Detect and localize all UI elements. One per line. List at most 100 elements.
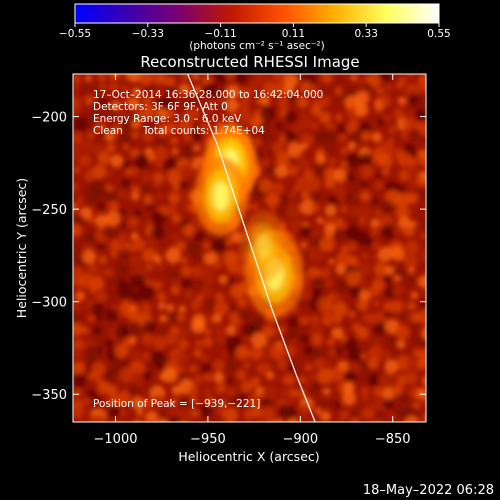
info-line-energy: Energy Range: 3.0 – 6.0 keV — [93, 113, 242, 125]
texture-blob — [180, 396, 193, 409]
texture-blob — [178, 83, 191, 95]
texture-blob — [245, 203, 252, 210]
texture-blob — [320, 410, 331, 422]
texture-blob — [382, 273, 392, 284]
texture-blob — [206, 397, 215, 407]
texture-blob — [287, 93, 299, 105]
texture-blob — [115, 263, 129, 276]
texture-blob — [320, 74, 334, 84]
texture-blob — [159, 314, 168, 323]
texture-blob — [126, 74, 143, 83]
texture-blob — [141, 183, 152, 195]
texture-blob — [344, 191, 356, 204]
texture-blob — [373, 339, 381, 347]
texture-blob — [403, 226, 415, 238]
x-tick-label: −850 — [375, 432, 411, 447]
texture-blob — [154, 136, 164, 147]
texture-blob — [395, 205, 410, 220]
texture-blob — [98, 97, 108, 107]
texture-blob — [248, 78, 265, 95]
texture-blob — [287, 165, 299, 177]
texture-blob — [393, 346, 401, 354]
texture-blob — [329, 86, 336, 94]
texture-blob — [73, 145, 82, 157]
texture-blob — [84, 346, 100, 361]
texture-blob — [157, 262, 165, 271]
texture-blob — [218, 274, 228, 285]
texture-blob — [350, 179, 360, 190]
texture-blob — [108, 74, 120, 81]
texture-blob — [118, 248, 132, 262]
texture-blob — [73, 74, 81, 83]
texture-blob — [377, 372, 394, 389]
texture-blob — [250, 191, 258, 199]
texture-blob — [153, 74, 167, 85]
texture-blob — [169, 269, 179, 279]
texture-blob — [252, 407, 263, 418]
texture-blob — [146, 86, 156, 96]
texture-blob — [73, 361, 86, 376]
texture-blob — [347, 255, 359, 267]
texture-blob — [334, 113, 344, 122]
texture-blob — [361, 181, 369, 188]
texture-blob — [156, 291, 167, 302]
texture-blob — [154, 89, 162, 97]
texture-blob — [205, 98, 218, 110]
texture-blob — [177, 365, 186, 374]
texture-blob — [144, 147, 154, 157]
texture-blob — [203, 315, 214, 326]
texture-blob — [98, 130, 107, 139]
texture-blob — [215, 262, 222, 270]
texture-blob — [141, 333, 154, 346]
texture-blob — [159, 412, 168, 421]
texture-blob — [360, 130, 372, 142]
texture-blob — [159, 327, 168, 336]
texture-blob — [317, 399, 325, 407]
texture-blob — [419, 248, 426, 263]
texture-blob — [141, 352, 151, 361]
texture-blob — [355, 90, 370, 106]
texture-blob — [379, 349, 391, 362]
texture-blob — [152, 335, 167, 350]
texture-blob — [332, 227, 347, 241]
texture-blob — [202, 354, 209, 361]
texture-blob — [212, 313, 222, 324]
texture-blob — [404, 254, 419, 269]
colorbar: −0.55 −0.33 −0.11 0.11 0.33 0.55 (photons cm⁻… — [59, 3, 451, 52]
texture-blob — [142, 320, 156, 334]
colorbar-tick-label: −0.33 — [132, 28, 164, 40]
texture-blob — [126, 308, 141, 322]
texture-blob — [189, 364, 198, 373]
texture-blob — [177, 407, 194, 422]
texture-blob — [73, 131, 84, 145]
texture-blob — [305, 176, 321, 192]
texture-blob — [225, 238, 234, 246]
texture-blob — [105, 211, 121, 227]
texture-blob — [382, 168, 390, 176]
texture-blob — [192, 74, 200, 81]
texture-blob — [90, 414, 107, 422]
texture-blob — [131, 131, 139, 139]
texture-blob — [169, 398, 178, 407]
info-block: 17–Oct–2014 16:36:28.000 to 16:42:04.000… — [93, 89, 323, 137]
texture-blob — [405, 415, 419, 422]
texture-blob — [378, 200, 394, 215]
texture-blob — [154, 246, 162, 253]
texture-blob — [324, 204, 337, 217]
texture-blob — [134, 209, 142, 218]
texture-blob — [145, 362, 154, 371]
texture-blob — [351, 216, 359, 224]
texture-blob — [284, 83, 295, 95]
texture-blob — [138, 284, 155, 300]
texture-blob — [90, 276, 105, 291]
texture-blob — [114, 343, 129, 359]
texture-blob — [73, 166, 81, 174]
texture-blob — [237, 118, 247, 128]
texture-blob — [203, 251, 218, 266]
texture-blob — [226, 277, 234, 286]
texture-blob — [171, 148, 178, 155]
texture-blob — [178, 163, 195, 180]
texture-blob — [246, 421, 250, 422]
texture-blob — [284, 345, 297, 358]
texture-blob — [396, 392, 410, 406]
